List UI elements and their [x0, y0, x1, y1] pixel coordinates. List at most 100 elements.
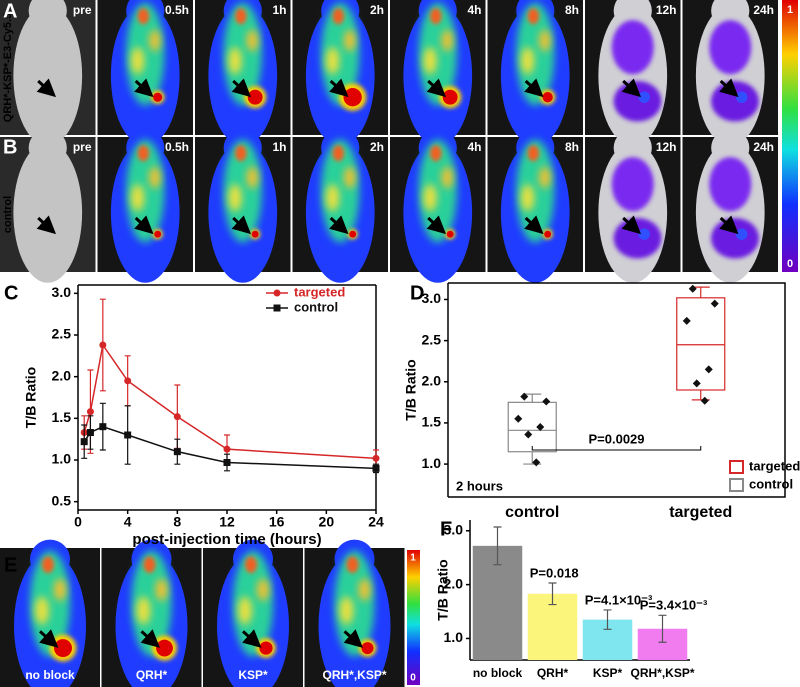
signal [520, 184, 535, 212]
signal [325, 47, 340, 75]
legend-swatch [729, 460, 744, 474]
significance-bracket [531, 446, 702, 451]
mouse-image [390, 0, 486, 146]
arrow [231, 215, 252, 235]
y-tick-label: 3.0 [422, 290, 442, 306]
time-label: 12h [656, 3, 677, 17]
signal [137, 8, 150, 25]
tumor [153, 92, 163, 102]
arrow [134, 78, 154, 98]
mouse-image [97, 0, 193, 146]
data-point [682, 316, 691, 325]
panel-label: A [3, 0, 17, 22]
time-label: 24h [753, 140, 774, 154]
data-point [514, 414, 523, 423]
tumor [247, 89, 263, 105]
marker [124, 377, 132, 385]
signal [346, 556, 359, 574]
x-tick-label: 8 [173, 514, 181, 530]
y-tick-label: 3.0 [52, 284, 72, 300]
mouse-image [304, 539, 405, 687]
signal [441, 166, 454, 189]
mouse-image [292, 128, 388, 283]
data-point [524, 430, 533, 439]
time-label: 0.5h [165, 140, 189, 154]
p-value: P=4.1×10⁻³ [585, 592, 653, 607]
signal [143, 556, 156, 574]
data-point [688, 284, 697, 293]
x-tick-label: 0 [74, 514, 82, 530]
signal [257, 578, 269, 601]
chart-panels: C D F 0.5 1.0 1.5 2.0 2.5 3.0 T/B Ratio 0 4 8 12 16 20 2… [4, 282, 800, 680]
signal [235, 8, 247, 25]
frame [448, 282, 786, 498]
signal [520, 47, 535, 75]
mouse-image [195, 128, 291, 283]
x-tick-label: control [505, 504, 559, 521]
time-label: pre [73, 140, 92, 154]
signal [42, 556, 54, 574]
mouse-image [390, 128, 486, 283]
time-label: 0.5h [165, 3, 189, 17]
arrow [426, 215, 447, 235]
time-label: 4h [467, 140, 481, 154]
time-label: 1h [272, 3, 286, 17]
tumor [442, 89, 458, 105]
signal [527, 145, 540, 162]
time-label: 1h [272, 140, 286, 154]
signal [35, 596, 49, 625]
error-bar [603, 609, 612, 630]
marker [173, 413, 181, 421]
error-bar [548, 582, 557, 606]
x-tick-label: 16 [269, 514, 285, 530]
arrow [719, 78, 739, 98]
arrow [524, 78, 544, 98]
arrow [242, 629, 262, 648]
marker [223, 459, 231, 466]
data-point [710, 299, 719, 308]
marker [86, 408, 94, 416]
mouse-image [0, 128, 96, 283]
signal [611, 157, 654, 212]
mouse-image [585, 128, 681, 283]
y-tick-label: 1.0 [444, 629, 464, 645]
legend-marker [273, 304, 281, 312]
signal [325, 184, 340, 212]
arrow [36, 78, 57, 98]
marker [223, 445, 231, 453]
data-point [520, 392, 529, 401]
row-label: control [2, 196, 14, 233]
x-tick-label: QRH*,KSP* [630, 666, 694, 680]
data-point [542, 397, 551, 406]
time-label: 24h [753, 3, 774, 17]
data-point [536, 423, 545, 432]
marker [99, 423, 107, 431]
data-point [532, 458, 541, 467]
tumor [446, 230, 454, 238]
arrow [621, 215, 642, 235]
signal [332, 8, 345, 25]
mouse-image [292, 0, 388, 146]
legend-label: control [749, 476, 793, 491]
signal [246, 166, 259, 189]
signal [735, 91, 748, 103]
signal [54, 578, 66, 601]
legend-marker [273, 289, 281, 297]
mouse-image [487, 0, 583, 146]
signal [235, 145, 247, 162]
colorbar-min: 0 [787, 258, 793, 270]
y-tick-label: 2.5 [52, 326, 72, 342]
signal [638, 228, 650, 240]
signal [155, 578, 168, 601]
arrow [231, 78, 252, 98]
tumor [154, 230, 162, 238]
signal [344, 29, 356, 52]
y-tick-label: 3.0 [444, 521, 464, 537]
tumor [54, 639, 72, 658]
tumor [361, 642, 374, 655]
signal [423, 184, 437, 212]
y-axis-label: T/B Ratio [403, 359, 419, 420]
signal [238, 596, 252, 625]
y-tick-label: 1.5 [422, 414, 442, 430]
